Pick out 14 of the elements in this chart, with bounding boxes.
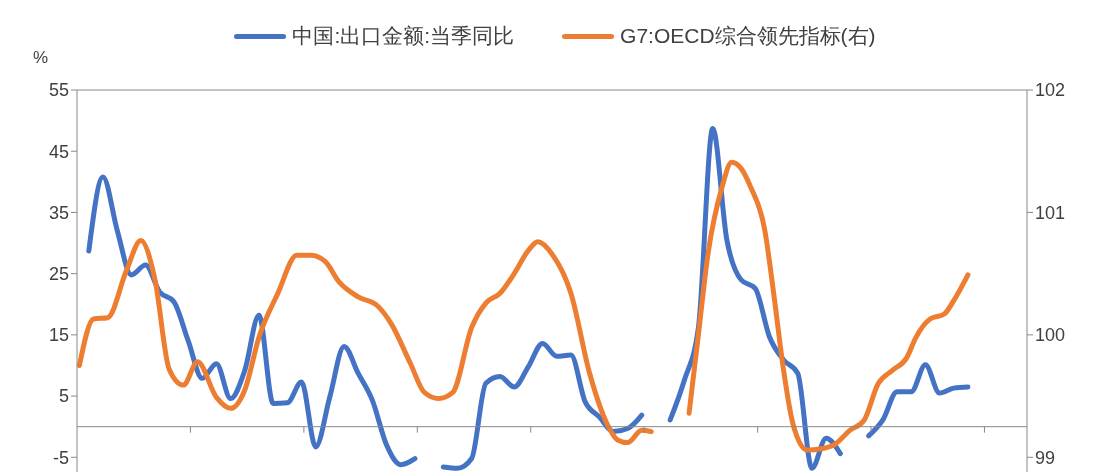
y-tick-label: 35 [48,202,69,223]
y-tick-label: 45 [48,141,69,162]
y2-tick-label: 100 [1035,325,1066,346]
y-tick-label: -5 [52,447,69,468]
y-tick-label: 55 [48,80,69,101]
y2-tick-label: 102 [1035,80,1066,101]
y-tick-label: 15 [48,325,69,346]
legend-label: 中国:出口金额:当季同比 [292,23,515,49]
y-axis-title: % [33,48,49,68]
legend-label: G7:OECD综合领先指标(右) [620,23,876,49]
y2-tick-label: 101 [1035,202,1066,223]
y-tick-label: 25 [48,264,69,285]
y-tick-label: 5 [58,386,69,407]
y2-tick-label: 99 [1035,447,1056,468]
